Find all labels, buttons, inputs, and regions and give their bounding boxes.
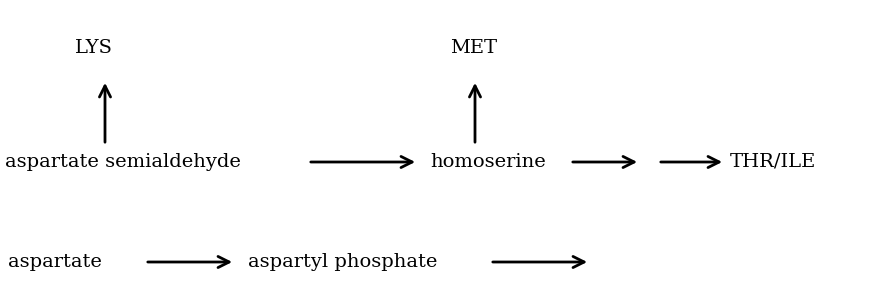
Text: LYS: LYS	[75, 39, 112, 57]
Text: aspartyl phosphate: aspartyl phosphate	[248, 253, 437, 271]
Text: homoserine: homoserine	[429, 153, 545, 171]
Text: MET: MET	[450, 39, 497, 57]
Text: aspartate semialdehyde: aspartate semialdehyde	[5, 153, 241, 171]
Text: THR/ILE: THR/ILE	[729, 153, 816, 171]
Text: aspartate: aspartate	[8, 253, 102, 271]
